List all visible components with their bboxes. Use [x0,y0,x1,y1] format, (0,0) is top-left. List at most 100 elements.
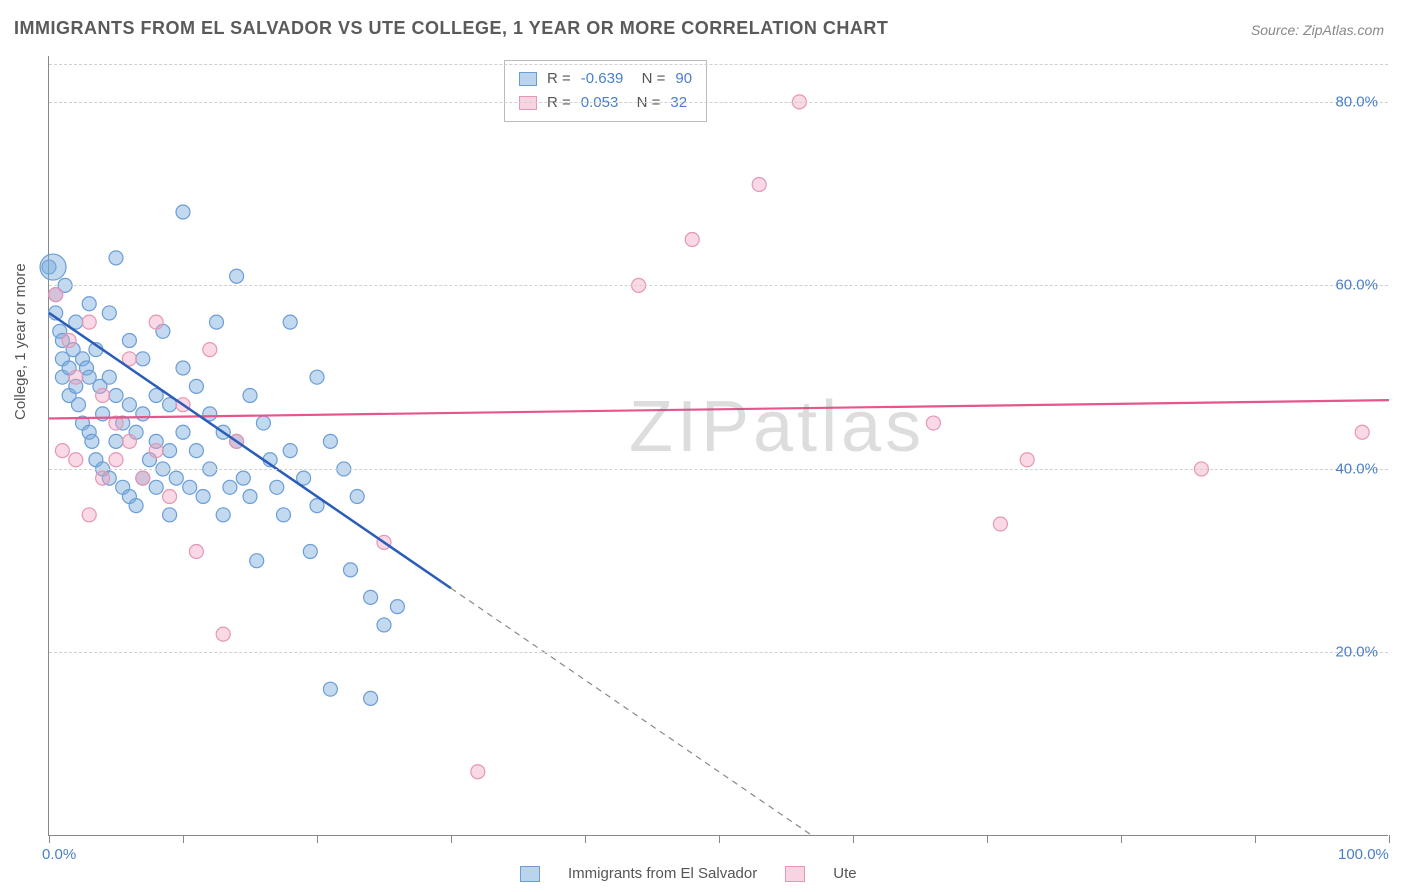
data-point-blue [223,480,237,494]
data-point-blue [303,545,317,559]
data-point-pink [752,177,766,191]
x-tick [987,835,988,843]
data-point-blue [236,471,250,485]
data-point-blue [277,508,291,522]
data-point-blue [230,269,244,283]
legend-label-pink: Ute [833,865,856,882]
data-point-blue [364,691,378,705]
data-point-pink [149,315,163,329]
data-point-blue [189,444,203,458]
y-tick-label: 60.0% [1335,277,1378,294]
y-tick-label: 40.0% [1335,460,1378,477]
legend-label-blue: Immigrants from El Salvador [568,865,757,882]
trendline-blue [49,313,451,588]
data-point-blue [344,563,358,577]
data-point-blue [109,434,123,448]
x-tick [49,835,50,843]
data-point-blue [183,480,197,494]
data-point-blue [270,480,284,494]
legend-row-pink: R = 0.053 N = 32 [519,91,692,115]
data-point-pink [109,453,123,467]
r-label: R = [547,91,571,115]
data-point-blue [102,370,116,384]
data-point-pink [136,471,150,485]
data-point-blue [189,379,203,393]
legend-row-blue: R = -0.639 N = 90 [519,67,692,91]
data-point-blue [163,508,177,522]
gridline [49,652,1388,653]
data-point-blue [163,444,177,458]
data-point-pink [203,343,217,357]
data-point-pink [685,233,699,247]
data-point-pink [55,444,69,458]
data-point-pink [122,434,136,448]
swatch-blue [519,72,537,86]
data-point-pink [1355,425,1369,439]
data-point-pink [189,545,203,559]
data-point-blue [169,471,183,485]
data-point-blue [323,434,337,448]
scatter-svg [49,56,1388,835]
data-point-blue [364,590,378,604]
gridline [49,469,1388,470]
data-point-blue [136,407,150,421]
n-value-blue: 90 [675,67,692,91]
x-tick [585,835,586,843]
data-point-blue [109,389,123,403]
r-value-blue: -0.639 [581,67,624,91]
data-point-blue [85,434,99,448]
data-point-blue [176,425,190,439]
data-point-blue [196,489,210,503]
x-tick [451,835,452,843]
x-tick [1121,835,1122,843]
n-label: N = [633,67,665,91]
data-point-blue [136,352,150,366]
data-point-pink [471,765,485,779]
data-point-blue [377,618,391,632]
data-point-blue [82,297,96,311]
gridline [49,64,1388,65]
data-point-blue [210,315,224,329]
series-legend: Immigrants from El Salvador Ute [520,865,857,882]
data-point-blue [216,508,230,522]
data-point-blue [71,398,85,412]
data-point-blue [122,333,136,347]
data-point-blue [122,398,136,412]
data-point-blue [323,682,337,696]
data-point-blue [176,361,190,375]
y-tick-label: 20.0% [1335,644,1378,661]
y-axis-label: College, 1 year or more [12,263,29,420]
data-point-pink [49,288,63,302]
r-label: R = [547,67,571,91]
source-attribution: Source: ZipAtlas.com [1251,22,1384,38]
x-tick [1389,835,1390,843]
data-point-blue [149,480,163,494]
data-point-pink [82,315,96,329]
data-point-blue [109,251,123,265]
data-point-pink [926,416,940,430]
data-point-pink [96,389,110,403]
chart-title: IMMIGRANTS FROM EL SALVADOR VS UTE COLLE… [14,18,888,39]
data-point-blue [310,370,324,384]
data-point-pink [993,517,1007,531]
data-point-blue [256,416,270,430]
gridline [49,102,1388,103]
data-point-pink [96,471,110,485]
legend-swatch-pink [785,866,805,882]
data-point-pink [62,333,76,347]
data-point-pink [82,508,96,522]
x-tick [183,835,184,843]
data-point-pink [149,444,163,458]
chart-plot-area: R = -0.639 N = 90 R = 0.053 N = 32 ZIPat… [48,56,1388,836]
x-tick [317,835,318,843]
x-tick-label: 100.0% [1338,846,1389,863]
data-point-pink [216,627,230,641]
data-point-blue [283,315,297,329]
n-value-pink: 32 [670,91,687,115]
data-point-pink [1020,453,1034,467]
data-point-blue [250,554,264,568]
r-value-pink: 0.053 [581,91,619,115]
data-point-blue [243,389,257,403]
correlation-legend: R = -0.639 N = 90 R = 0.053 N = 32 [504,60,707,122]
x-tick [1255,835,1256,843]
